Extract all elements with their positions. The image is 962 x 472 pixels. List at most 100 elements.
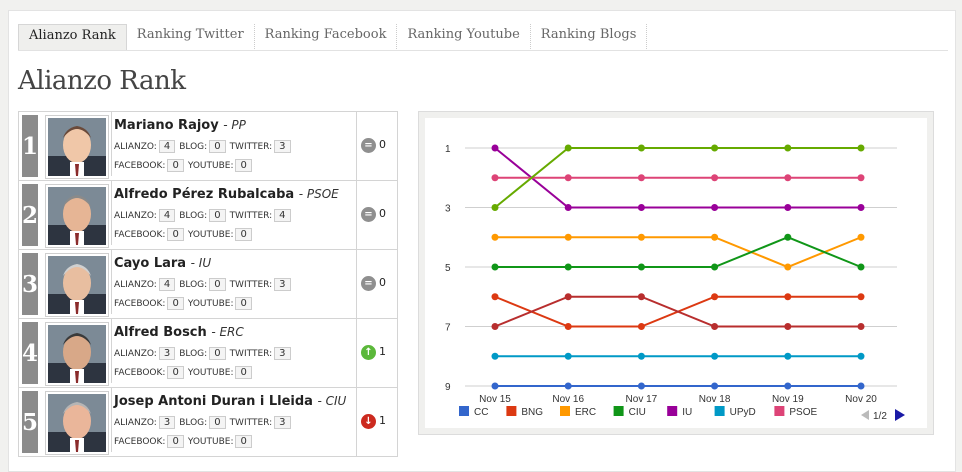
data-point <box>491 204 499 211</box>
ranking-row[interactable]: 5 Josep Antoni Duran i Lleida - CIU ALIA… <box>18 387 398 457</box>
data-point <box>784 352 792 360</box>
facebook-label: FACEBOOK: <box>114 230 166 240</box>
avatar[interactable] <box>45 253 109 317</box>
tab-ranking-blogs[interactable]: Ranking Blogs <box>531 24 648 49</box>
data-point <box>857 382 865 390</box>
stats-line-2: FACEBOOK: 0 YOUTUBE: 0 <box>114 435 256 448</box>
candidate-name[interactable]: Cayo Lara - IU <box>114 256 211 271</box>
twitter-value: 3 <box>274 347 291 360</box>
rank-number: 4 <box>22 322 38 384</box>
candidate-name-text: Alfred Bosch <box>114 325 207 340</box>
stats-line-1: ALIANZO: 4 BLOG: 0 TWITTER: 4 <box>114 209 295 222</box>
ranking-row[interactable]: 4 Alfred Bosch - ERC ALIANZO: 3 BLOG: 0 TWIT… <box>18 318 398 387</box>
blog-label: BLOG: <box>179 418 208 428</box>
trend-up-icon: ↑ <box>361 345 376 360</box>
alianzo-value: 4 <box>158 140 176 153</box>
stats-line-2: FACEBOOK: 0 YOUTUBE: 0 <box>114 228 256 241</box>
facebook-value: 0 <box>167 435 184 448</box>
data-point <box>711 174 719 182</box>
tab-ranking-twitter[interactable]: Ranking Twitter <box>127 24 255 49</box>
y-tick-label: 5 <box>445 263 451 274</box>
party-label: - IU <box>190 256 212 270</box>
rank-number: 3 <box>22 253 38 315</box>
series-line <box>495 236 862 268</box>
data-point <box>564 352 572 360</box>
data-point <box>784 144 792 152</box>
twitter-value: 3 <box>274 278 291 291</box>
trend-cell: ↑ 1 <box>356 319 400 387</box>
rank-line-chart: 1 3 5 7 9 Nov 15 Nov 16 Nov 17 Nov 18 Nov 19 Nov 2… <box>445 144 905 422</box>
tab-ranking-youtube[interactable]: Ranking Youtube <box>397 24 531 49</box>
blog-label: BLOG: <box>179 349 208 359</box>
data-point <box>637 352 645 360</box>
candidate-info: Josep Antoni Duran i Lleida - CIU ALIANZ… <box>111 388 356 452</box>
data-point <box>857 144 865 152</box>
legend-next-icon[interactable] <box>895 409 905 421</box>
ranking-row[interactable]: 3 Cayo Lara - IU ALIANZO: 4 BLOG: 0 TWITTER:… <box>18 249 398 318</box>
data-point <box>491 144 499 152</box>
facebook-label: FACEBOOK: <box>114 161 166 171</box>
twitter-value: 4 <box>274 209 291 222</box>
data-point <box>857 352 865 360</box>
trend-cell: = 0 <box>356 112 400 180</box>
alianzo-label: ALIANZO: <box>114 142 157 152</box>
data-point <box>711 352 719 360</box>
data-point <box>711 233 719 241</box>
ranking-row[interactable]: 2 Alfredo Pérez Rubalcaba - PSOE ALIANZO… <box>18 180 398 249</box>
alianzo-label: ALIANZO: <box>114 280 157 290</box>
series-line <box>494 147 861 209</box>
trend-equal-icon: = <box>361 138 376 153</box>
legend-swatch <box>667 406 678 416</box>
legend-label: IU <box>682 407 692 418</box>
blog-label: BLOG: <box>179 211 208 221</box>
tab-alianzo-rank[interactable]: Alianzo Rank <box>18 24 127 50</box>
blog-value: 0 <box>209 209 226 222</box>
x-tick-label: Nov 17 <box>626 394 658 405</box>
legend-prev-icon[interactable] <box>861 410 869 420</box>
data-point <box>637 382 645 390</box>
legend-swatch <box>560 406 570 416</box>
avatar[interactable] <box>45 184 109 248</box>
candidate-name[interactable]: Alfred Bosch - ERC <box>114 325 244 340</box>
facebook-value: 0 <box>167 228 184 241</box>
trend-equal-icon: = <box>361 276 376 291</box>
data-point <box>491 233 499 241</box>
ranking-row[interactable]: 1 Mariano Rajoy - PP ALIANZO: 4 BLOG: 0 TWIT… <box>18 111 398 180</box>
data-point <box>564 233 572 241</box>
data-point <box>784 293 792 301</box>
x-tick-label: Nov 20 <box>845 394 877 405</box>
trend-cell: = 0 <box>356 181 400 249</box>
data-point <box>564 263 572 271</box>
candidate-info: Cayo Lara - IU ALIANZO: 4 BLOG: 0 TWITTER: 3 … <box>111 250 356 314</box>
y-tick-label: 1 <box>445 144 451 155</box>
avatar[interactable] <box>45 322 109 386</box>
candidate-name[interactable]: Josep Antoni Duran i Lleida - CIU <box>114 394 346 409</box>
youtube-label: YOUTUBE: <box>187 230 234 240</box>
tab-ranking-facebook[interactable]: Ranking Facebook <box>255 24 398 49</box>
candidate-name[interactable]: Alfredo Pérez Rubalcaba - PSOE <box>114 187 339 202</box>
rank-number: 2 <box>22 184 38 246</box>
data-point <box>491 352 499 360</box>
data-point <box>637 204 645 211</box>
data-point <box>637 293 645 301</box>
series-line <box>495 236 862 269</box>
data-point <box>784 233 792 241</box>
avatar[interactable] <box>45 391 109 455</box>
facebook-value: 0 <box>167 297 184 310</box>
data-point <box>857 323 865 330</box>
data-point <box>784 174 792 182</box>
page-title: Alianzo Rank <box>18 66 186 96</box>
avatar[interactable] <box>45 115 109 179</box>
twitter-label: TWITTER: <box>229 280 273 290</box>
data-point <box>637 263 645 271</box>
stats-line-1: ALIANZO: 3 BLOG: 0 TWITTER: 3 <box>114 347 295 360</box>
candidate-name[interactable]: Mariano Rajoy - PP <box>114 118 246 133</box>
candidate-info: Alfredo Pérez Rubalcaba - PSOE ALIANZO: 4… <box>111 181 356 245</box>
y-tick-label: 7 <box>445 323 451 334</box>
data-point <box>491 323 499 330</box>
party-name: PSOE <box>306 187 339 201</box>
legend-label: CC <box>474 407 488 418</box>
data-point <box>564 293 572 301</box>
trend-cell: ↓ 1 <box>356 388 400 456</box>
data-point <box>491 263 499 271</box>
